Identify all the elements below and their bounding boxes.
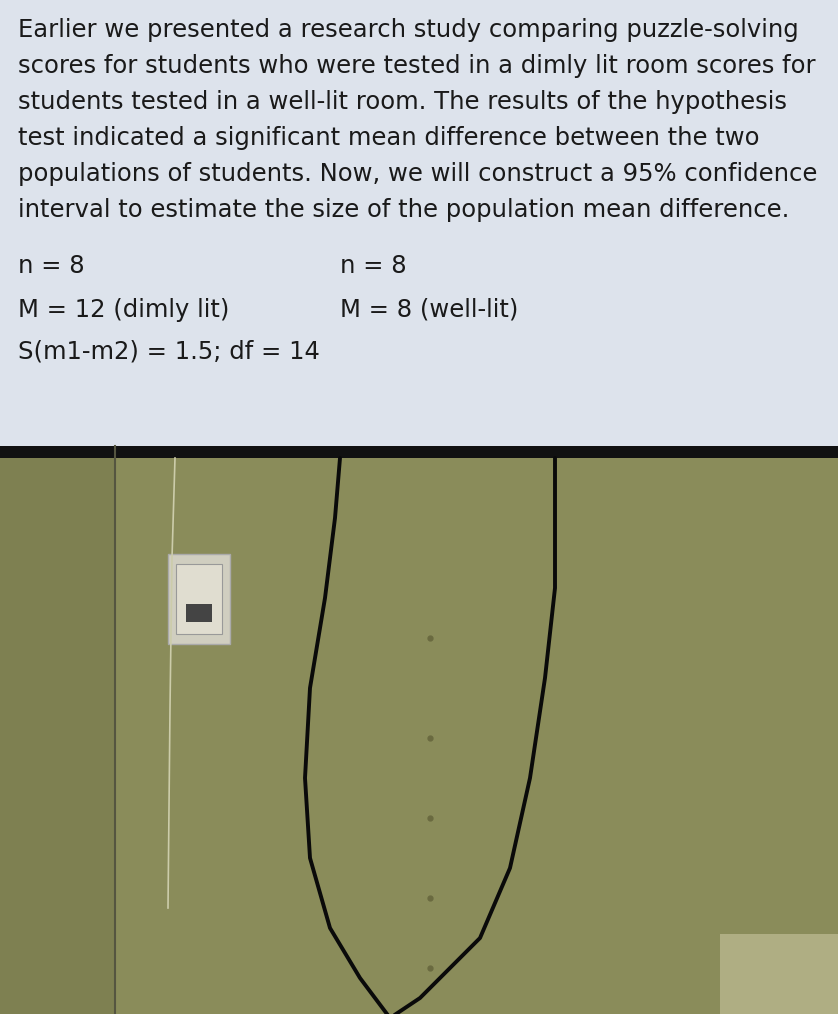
Text: Earlier we presented a research study comparing puzzle-solving: Earlier we presented a research study co… [18,18,799,42]
Bar [186,604,212,622]
Bar [0,0,838,446]
Text: test indicated a significant mean difference between the two: test indicated a significant mean differ… [18,126,759,150]
Bar [0,446,115,1014]
Bar [176,564,222,634]
Bar [168,554,230,644]
Text: S(m1-m2) = 1.5; df = 14: S(m1-m2) = 1.5; df = 14 [18,340,320,364]
Bar [0,446,838,458]
Text: n = 8: n = 8 [340,254,406,278]
Text: n = 8: n = 8 [18,254,85,278]
Text: interval to estimate the size of the population mean difference.: interval to estimate the size of the pop… [18,198,789,222]
Text: scores for students who were tested in a dimly lit room scores for: scores for students who were tested in a… [18,54,815,78]
Bar [720,934,838,1014]
Bar [0,446,838,1014]
Text: M = 12 (dimly lit): M = 12 (dimly lit) [18,298,230,322]
Text: M = 8 (well-lit): M = 8 (well-lit) [340,298,519,322]
Text: students tested in a well-lit room. The results of the hypothesis: students tested in a well-lit room. The … [18,90,787,114]
Text: populations of students. Now, we will construct a 95% confidence: populations of students. Now, we will co… [18,162,817,186]
